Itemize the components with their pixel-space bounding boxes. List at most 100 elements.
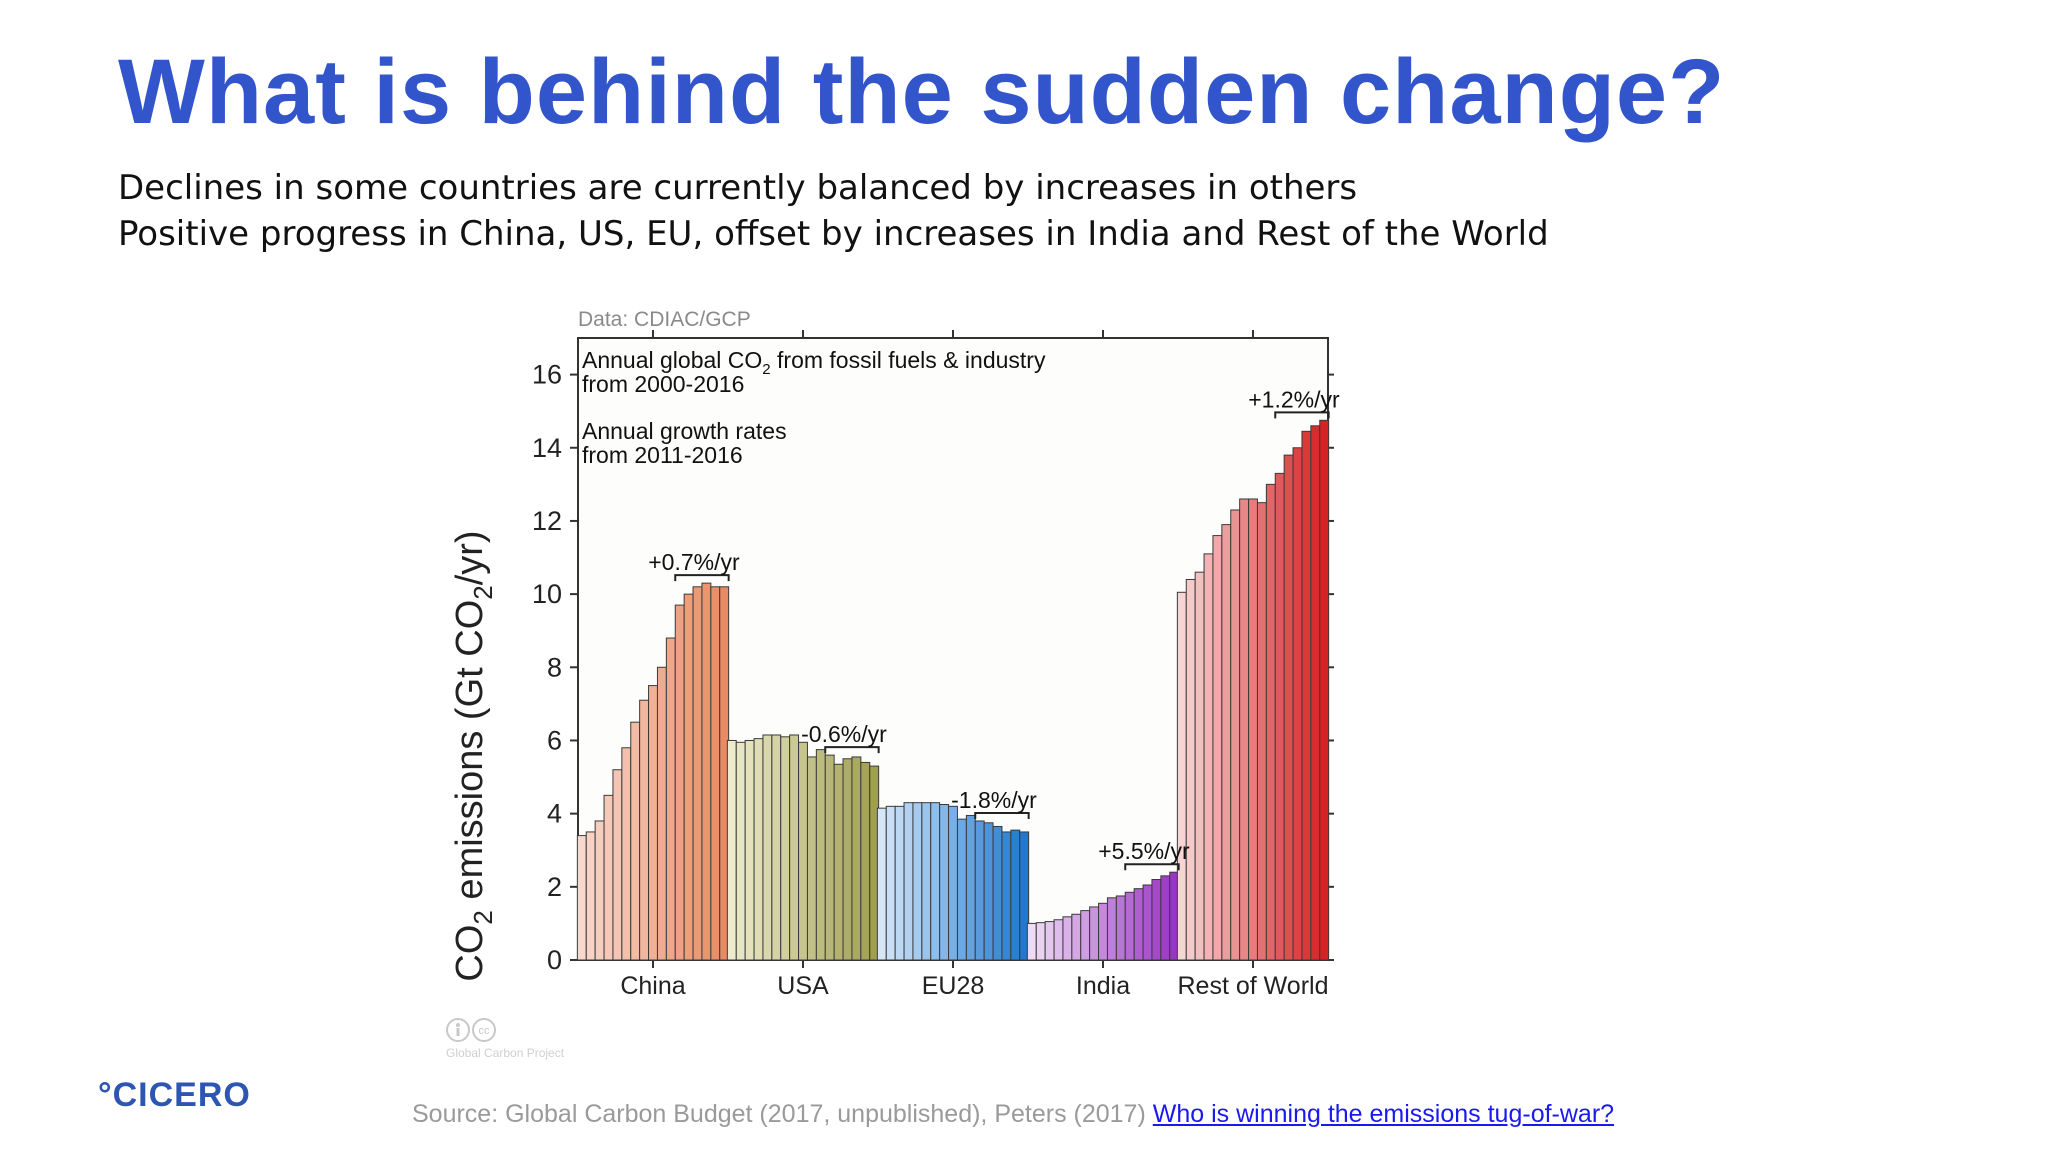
y-tick-label: 16: [532, 360, 562, 390]
bar: [912, 802, 923, 961]
bar: [1019, 831, 1030, 961]
bar: [1292, 447, 1303, 961]
bar: [1176, 591, 1187, 961]
bar: [621, 747, 632, 961]
bar: [974, 820, 985, 961]
bar: [851, 756, 862, 961]
bar: [1124, 891, 1135, 961]
y-tick-label: 8: [547, 652, 562, 682]
bar: [665, 637, 676, 961]
growth-label: -0.6%/yr: [801, 721, 887, 747]
growth-bracket: [974, 811, 1030, 819]
bar: [894, 805, 905, 961]
bar: [824, 754, 835, 961]
bar: [885, 805, 896, 961]
y-tick-label: 12: [532, 506, 562, 536]
growth-label: -1.8%/yr: [951, 787, 1037, 813]
bar: [1194, 571, 1205, 961]
bar: [965, 814, 976, 961]
bar: [921, 802, 932, 961]
bar: [1089, 906, 1100, 961]
bar: [1212, 535, 1223, 961]
annotation-growth-period: from 2011-2016: [582, 442, 743, 468]
growth-bracket: [674, 574, 730, 582]
category-label: USA: [777, 972, 829, 1000]
category-label: EU28: [922, 972, 985, 1000]
growth-label: +0.7%/yr: [648, 549, 740, 575]
bar: [1248, 498, 1258, 961]
bar: [630, 721, 641, 961]
bar: [771, 734, 782, 961]
bar: [753, 738, 764, 961]
bar: [930, 802, 941, 961]
category-label: India: [1076, 972, 1130, 1000]
bar: [1106, 897, 1117, 961]
bar: [683, 593, 694, 961]
bar: [1026, 922, 1037, 961]
bar: [1151, 879, 1162, 961]
source-text: Source: Global Carbon Budget (2017, unpu…: [412, 1100, 1146, 1128]
source-line: Source: Global Carbon Budget (2017, unpu…: [412, 1100, 1614, 1129]
category-label: Rest of World: [1178, 972, 1329, 1000]
bar: [833, 763, 844, 961]
bar: [1035, 922, 1046, 961]
bar: [576, 835, 587, 961]
gcp-credit: Global Carbon Project: [446, 1046, 565, 1060]
svg-text:cc: cc: [479, 1025, 491, 1037]
y-tick-label: 6: [547, 725, 562, 755]
bar: [603, 794, 614, 961]
bar: [674, 604, 685, 961]
bar: [1071, 913, 1082, 961]
y-tick-label: 14: [532, 433, 562, 463]
annotation-period: from 2000-2016: [582, 371, 744, 397]
bar: [789, 734, 800, 961]
subtitle-line-2: Positive progress in China, US, EU, offs…: [118, 214, 1549, 254]
bar: [860, 761, 871, 961]
bar: [648, 685, 658, 961]
y-tick-label: 2: [547, 872, 562, 902]
bar: [1319, 419, 1330, 961]
bar: [1265, 483, 1276, 961]
annotation-growth-title: Annual growth rates: [582, 418, 787, 444]
growth-bracket: [1274, 411, 1330, 419]
growth-label: +1.2%/yr: [1248, 386, 1340, 412]
creative-commons-icon: cc: [446, 1018, 496, 1042]
y-tick-label: 10: [532, 579, 562, 609]
growth-bracket: [824, 746, 880, 754]
growth-label: +5.5%/yr: [1098, 838, 1190, 864]
bar: [948, 805, 958, 961]
bar: [1230, 509, 1241, 961]
emissions-bar-chart: Data: CDIAC/GCP 0 2 4 6 8 10 12 14 16 China +0.7%…: [449, 308, 1340, 1000]
bar: [983, 822, 994, 961]
bar: [806, 756, 817, 961]
bar: [992, 825, 1003, 961]
bar: [1239, 498, 1250, 961]
bar: [1283, 454, 1294, 961]
bar: [656, 666, 667, 961]
y-tick-label: 0: [547, 945, 562, 975]
y-axis-label: CO2 emissions (Gt CO2/yr): [449, 530, 498, 981]
growth-bracket: [1124, 863, 1180, 871]
bar: [1185, 578, 1196, 961]
bar: [1053, 919, 1064, 961]
bar: [1001, 831, 1012, 961]
bar: [1310, 425, 1321, 961]
data-credit: Data: CDIAC/GCP: [578, 308, 751, 331]
bar: [1080, 910, 1091, 961]
cicero-logo: °CICERO: [98, 1076, 251, 1114]
bar: [585, 831, 596, 961]
source-link[interactable]: Who is winning the emissions tug-of-war?: [1152, 1100, 1615, 1128]
bar: [1010, 829, 1021, 961]
bar: [1098, 902, 1108, 961]
bar: [594, 820, 605, 961]
bar: [1160, 875, 1171, 961]
bar: [762, 734, 773, 961]
bar: [701, 582, 712, 961]
bar: [1274, 472, 1285, 961]
slide-title: What is behind the sudden change?: [118, 41, 1726, 143]
bar: [956, 818, 967, 961]
bar: [639, 699, 650, 961]
bar: [842, 758, 853, 961]
bar: [939, 804, 950, 961]
bar: [903, 802, 914, 961]
